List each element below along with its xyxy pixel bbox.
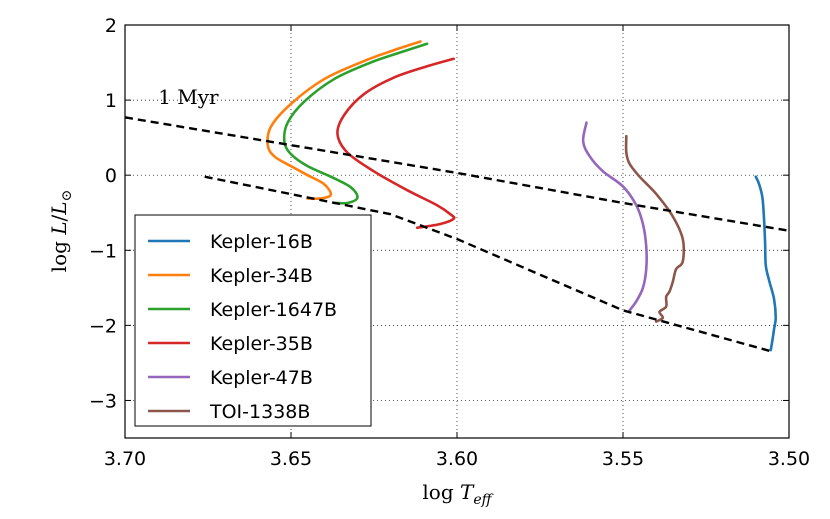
y-tick-label: 2 xyxy=(105,15,117,37)
y-tick-label: −1 xyxy=(89,240,117,262)
legend-label-kepler-47b: Kepler-47B xyxy=(210,367,313,389)
legend-box xyxy=(134,214,372,427)
y-axis-title: log L/L⊙ xyxy=(47,190,75,273)
series-line-kepler-16b xyxy=(754,175,778,352)
annotations: 1 Myr xyxy=(158,85,219,109)
series-line-kepler-47b xyxy=(581,121,648,312)
series-line-kepler-35b xyxy=(336,57,456,230)
x-tick-label: 3.55 xyxy=(602,448,644,470)
series-line-kepler-1647b xyxy=(282,42,429,205)
legend: Kepler-16B Kepler-34B Kepler-1647B Kepler-3… xyxy=(134,214,372,427)
legend-label-kepler-35b: Kepler-35B xyxy=(210,333,313,355)
x-tick-label: 3.60 xyxy=(436,448,478,470)
y-tick-label: 0 xyxy=(105,165,117,187)
x-tick-label: 3.70 xyxy=(104,448,146,470)
legend-label-kepler-16b: Kepler-16B xyxy=(210,231,313,253)
series-line-isochrone-lower xyxy=(204,175,773,353)
annotation-label: 1 Myr xyxy=(158,85,219,109)
legend-label-kepler-34b: Kepler-34B xyxy=(210,265,313,287)
series-layer xyxy=(125,40,789,353)
series-line-kepler-34b xyxy=(266,40,422,201)
x-tick-label: 3.50 xyxy=(768,448,810,470)
series-line-toi-1338b xyxy=(624,134,686,323)
y-tick-label: −3 xyxy=(89,390,117,412)
y-tick-label: −2 xyxy=(89,315,117,337)
y-tick-label: 1 xyxy=(105,90,117,112)
legend-label-toi-1338b: TOI-1338B xyxy=(209,401,310,423)
ticks: 3.70 3.65 3.60 3.55 3.50 2 1 0 −1 −2 −3 xyxy=(89,15,810,470)
x-tick-label: 3.65 xyxy=(270,448,312,470)
legend-label-kepler-1647b: Kepler-1647B xyxy=(210,299,337,321)
x-axis-title: log Teff xyxy=(422,480,493,508)
series-line-isochrone-upper xyxy=(125,116,789,232)
